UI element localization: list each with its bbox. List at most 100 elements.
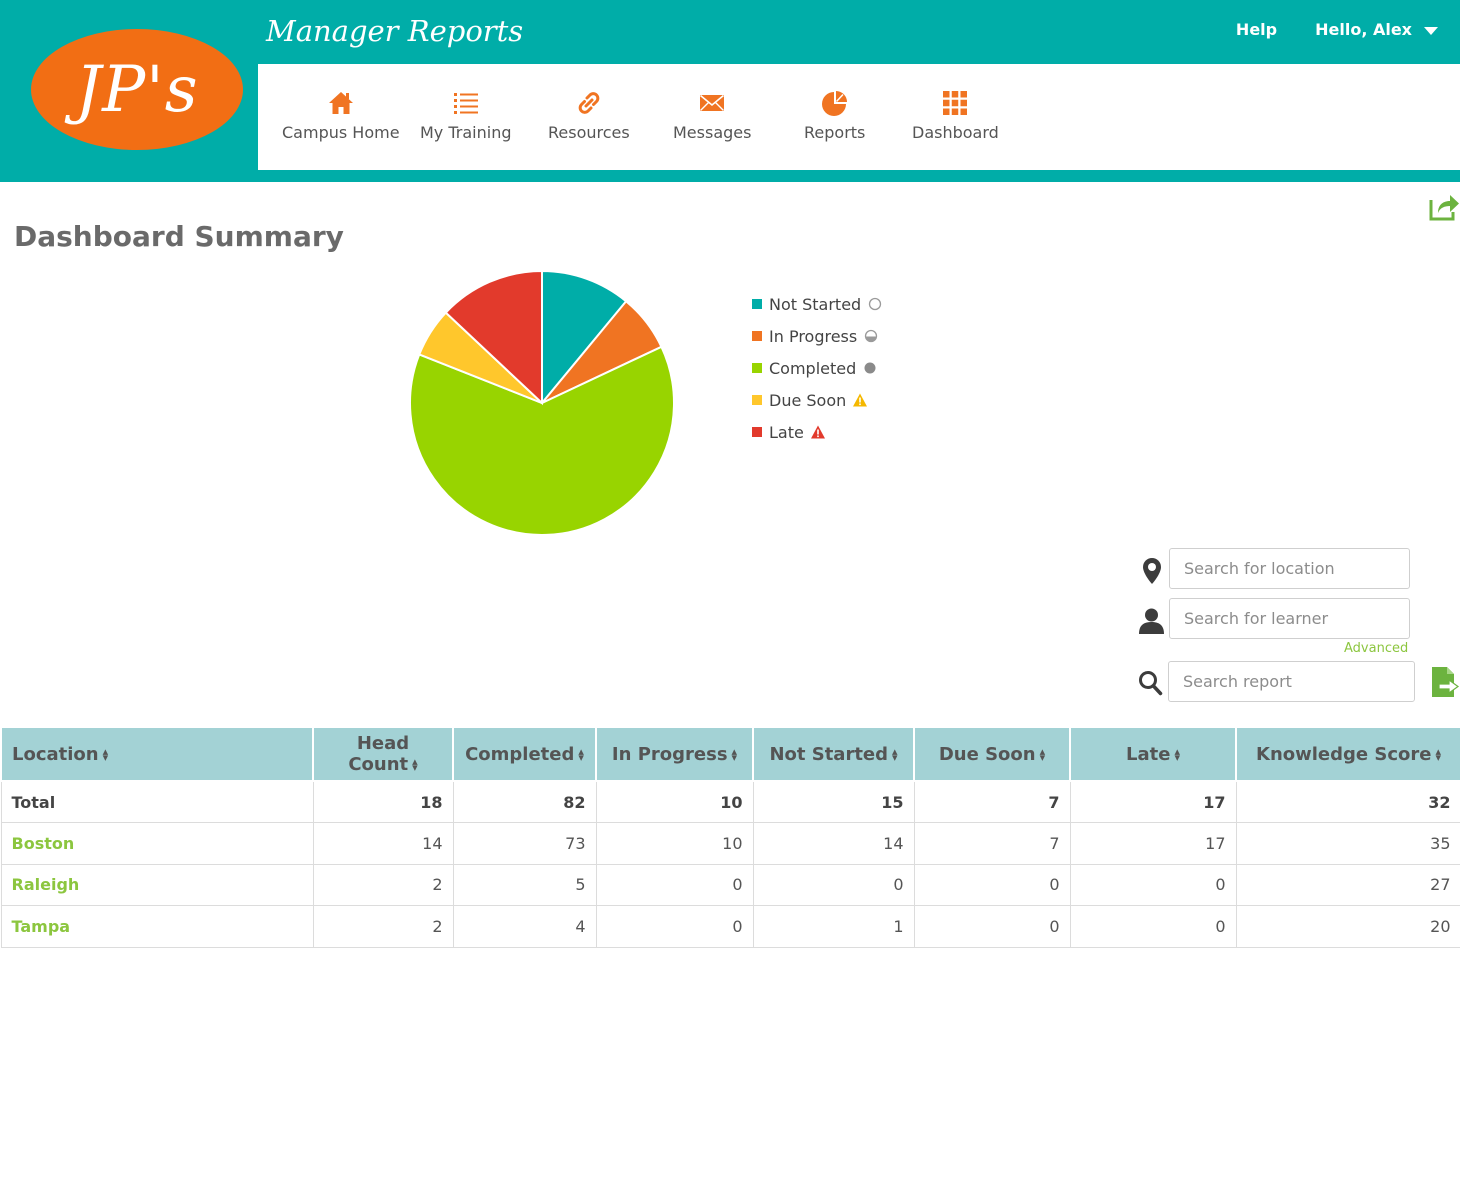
nav-messages[interactable]: Messages [673,90,751,142]
legend-label: In Progress [769,326,858,346]
logo-area: JP's [0,0,258,182]
help-link[interactable]: Help [1235,20,1278,39]
grid-icon [943,91,968,115]
table-cell: 2 [312,863,454,906]
table-cell: 14 [752,822,915,865]
share-icon[interactable] [1428,192,1460,222]
nav-dashboard[interactable]: Dashboard [912,90,999,142]
table-cell: 15 [752,780,915,823]
table-cell: 7 [913,780,1071,823]
table-cell: 82 [452,780,597,823]
location-pin-icon [1143,558,1161,584]
chevron-down-icon[interactable] [1424,26,1438,35]
empty-circle-icon [869,297,882,311]
column-header-completed[interactable]: Completed ▴ ▾ [452,726,597,782]
legend-swatch [752,363,762,373]
sort-icon[interactable]: ▴ ▾ [1435,744,1441,764]
column-header-location[interactable]: Location ▴ ▾ [0,726,314,782]
column-header-late[interactable]: Late ▴ ▾ [1069,726,1237,782]
column-label: Not Started [769,743,889,765]
location-search-input[interactable] [1169,548,1410,589]
column-label: Due Soon [938,743,1036,765]
column-header-head-count[interactable]: Head Count ▴ ▾ [312,726,454,782]
pie-slice-completed[interactable] [409,345,675,536]
nav-reports[interactable]: Reports [804,90,865,142]
table-cell: 2 [312,905,454,948]
legend-item-in-progress: In Progress [752,320,883,352]
nav-label: Campus Home [282,123,400,142]
advanced-search-link[interactable]: Advanced [1344,641,1409,656]
table-cell: 17 [1069,822,1237,865]
table-row-total: Total 18 82 10 15 7 17 32 [0,780,1460,823]
location-link[interactable]: Boston [0,822,314,865]
table-cell: 17 [1069,780,1237,823]
table-cell: 0 [913,863,1071,906]
column-header-not-started[interactable]: Not Started ▴ ▾ [752,726,915,782]
table-cell: 1 [752,905,915,948]
column-header-knowledge-score[interactable]: Knowledge Score ▴ ▾ [1235,726,1460,782]
chart-legend: Not Started In Progress Completed Due So… [752,288,883,448]
table-row: Raleigh 2 5 0 0 0 0 27 [0,863,1460,906]
main-nav: Campus Home My Training Resources [258,64,1460,170]
location-link[interactable]: Tampa [0,905,314,948]
nav-my-training[interactable]: My Training [420,90,512,142]
nav-label: Resources [548,123,630,142]
table-cell: 35 [1235,822,1460,865]
logo[interactable] [31,29,243,150]
sort-icon[interactable]: ▴ ▾ [578,744,584,764]
legend-swatch [752,331,762,341]
table-cell: 4 [452,905,597,948]
nav-resources[interactable]: Resources [548,90,630,142]
table-cell: 32 [1235,780,1460,823]
table-cell: 27 [1235,863,1460,906]
table-cell: 73 [452,822,597,865]
envelope-icon [700,94,725,111]
table-row: Tampa 2 4 0 1 0 0 20 [0,905,1460,948]
user-menu[interactable]: Hello, Alex [1315,20,1412,39]
app-title: Manager Reports [266,14,524,48]
sort-icon[interactable]: ▴ ▾ [1039,744,1046,764]
export-file-icon[interactable] [1430,666,1460,698]
nav-label: My Training [420,123,512,142]
top-links: Help Hello, Alex [1236,20,1438,39]
user-icon [1139,608,1164,634]
logo-text: JP's [75,52,199,127]
filled-circle-icon [864,362,876,374]
pie-slice-not-started[interactable] [541,269,628,406]
legend-item-not-started: Not Started [752,288,883,320]
legend-swatch [752,395,762,405]
legend-label: Late [769,422,804,442]
warning-yellow-icon [853,393,868,407]
learner-search-input[interactable] [1169,598,1410,639]
home-icon [328,92,353,114]
legend-item-due-soon: Due Soon [752,384,883,416]
app-header: JP's Manager Reports Help Hello, Alex Ca… [0,0,1460,182]
legend-swatch [752,427,762,437]
table-cell: 0 [1069,863,1237,906]
column-label: Knowledge Score [1256,743,1432,765]
sort-icon[interactable]: ▴ ▾ [892,744,898,764]
report-search-input[interactable] [1168,661,1415,702]
pie-slice-late[interactable] [444,269,543,406]
sort-icon[interactable]: ▴ ▾ [731,744,738,764]
sort-icon[interactable]: ▴ ▾ [412,755,418,774]
column-label: Location [12,743,99,765]
location-link[interactable]: Raleigh [0,863,314,906]
table-cell: 5 [452,863,597,906]
nav-label: Messages [673,123,752,142]
column-header-due-soon[interactable]: Due Soon ▴ ▾ [913,726,1071,782]
nav-label: Reports [804,123,866,142]
sort-icon[interactable]: ▴ ▾ [1174,744,1180,764]
table-row: Boston 14 73 10 14 7 17 35 [0,822,1460,865]
nav-campus-home[interactable]: Campus Home [282,90,400,142]
table-cell: 0 [752,863,915,906]
sort-icon[interactable]: ▴ ▾ [102,744,109,764]
legend-label: Due Soon [769,390,847,410]
table-cell: 0 [1069,905,1237,948]
column-label: Head Count [348,733,410,775]
column-header-in-progress[interactable]: In Progress ▴ ▾ [595,726,754,782]
report-table: Location ▴ ▾ Head Count ▴ ▾ Completed ▴ ▾ In P… [0,726,1460,948]
legend-item-completed: Completed [752,352,883,384]
column-label: Completed [465,743,575,765]
warning-red-icon [810,425,825,439]
